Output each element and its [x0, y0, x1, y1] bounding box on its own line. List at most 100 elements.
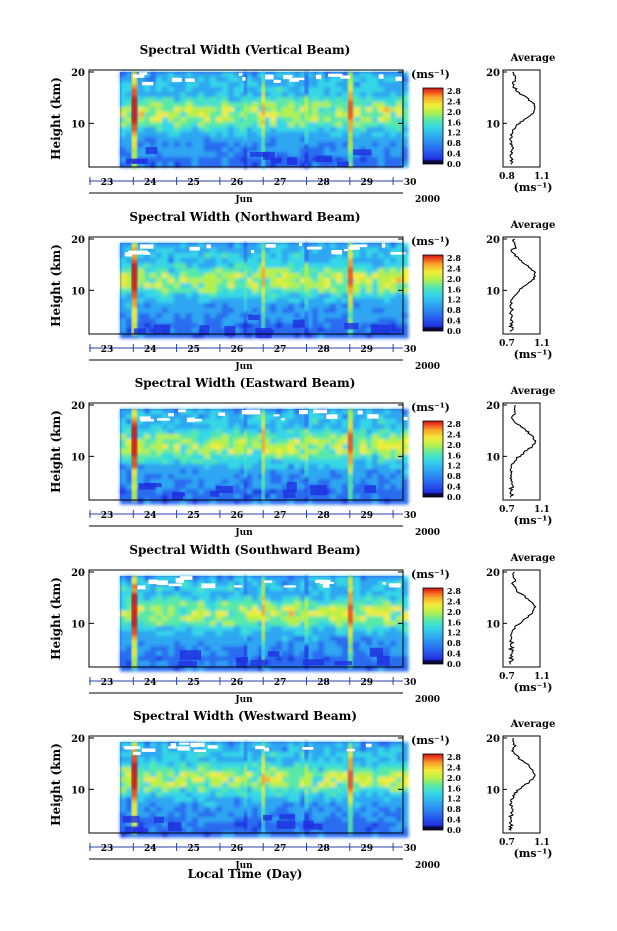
heatmap-cell: [366, 288, 373, 294]
heatmap-cell: [288, 152, 295, 158]
heatmap-cell: [162, 631, 169, 637]
heatmap-cell: [378, 278, 385, 284]
heatmap-cell: [156, 752, 163, 758]
heatmap-cell: [366, 248, 373, 254]
heatmap-cell: [216, 333, 223, 339]
streak-cell: [131, 283, 138, 288]
heatmap-cell: [306, 288, 313, 294]
heatmap-cell: [342, 268, 349, 274]
heatmap-cell: [126, 479, 133, 485]
heatmap-cell: [282, 782, 289, 788]
heatmap-cell: [222, 112, 229, 118]
heatmap-cell: [198, 117, 205, 123]
heatmap-cell: [204, 142, 211, 148]
event-streak: [304, 243, 309, 336]
heatmap-cell: [282, 777, 289, 783]
heatmap-cell: [204, 646, 211, 652]
heatmap-cell: [258, 832, 265, 838]
heatmap-cell: [162, 258, 169, 264]
heatmap-cell: [306, 263, 313, 269]
heatmap-cell: [372, 263, 379, 269]
heatmap-cell: [396, 419, 403, 425]
heatmap-cell: [276, 308, 283, 314]
heatmap-cell: [162, 434, 169, 440]
heatmap-cell: [162, 757, 169, 763]
heatmap-cell: [342, 298, 349, 304]
heatmap-cell: [396, 97, 403, 103]
heatmap-cell: [312, 494, 319, 500]
heatmap-cell: [216, 621, 223, 627]
heatmap-cell: [360, 646, 367, 652]
heatmap-cell: [180, 117, 187, 123]
heatmap-cell: [342, 621, 349, 627]
streak-cell: [347, 104, 353, 109]
heatmap-cell: [186, 782, 193, 788]
heatmap-cell: [216, 414, 223, 420]
streak-cell: [304, 299, 309, 304]
heatmap-cell: [354, 87, 361, 93]
heatmap-cell: [126, 464, 133, 470]
heatmap-cell: [138, 742, 145, 748]
heatmap-cell: [330, 333, 337, 339]
heatmap-cell: [372, 596, 379, 602]
streak-cell: [131, 88, 138, 93]
heatmap-cell: [330, 82, 337, 88]
heatmap-cell: [216, 616, 223, 622]
streak-cell: [261, 319, 266, 324]
heatmap-cell: [246, 323, 253, 329]
heatmap-cell: [180, 162, 187, 168]
streak-cell: [347, 299, 353, 304]
heatmap-cell: [138, 112, 145, 118]
heatmap-cell: [120, 812, 127, 818]
streak-cell: [261, 267, 266, 272]
heatmap-cell: [246, 474, 253, 480]
heatmap-cell: [276, 817, 283, 823]
average-title: Average: [510, 553, 556, 564]
heatmap-cell: [180, 333, 187, 339]
heatmap-cell: [360, 439, 367, 445]
heatmap-cell: [324, 631, 331, 637]
heatmap-cell: [162, 429, 169, 435]
heatmap-cell: [312, 293, 319, 299]
heatmap-cell: [252, 772, 259, 778]
heatmap-cell: [210, 591, 217, 597]
heatmap-cell: [270, 479, 277, 485]
heatmap-cell: [252, 72, 259, 78]
heatmap-cell: [330, 147, 337, 153]
heatmap-cell: [162, 489, 169, 495]
heatmap-cell: [216, 132, 223, 138]
heatmap-cell: [198, 499, 205, 505]
streak-cell: [261, 656, 266, 661]
heatmap-cell: [180, 263, 187, 269]
heatmap-cell: [216, 666, 223, 672]
heatmap-cell: [282, 787, 289, 793]
heatmap-cell: [366, 434, 373, 440]
heatmap-cell: [294, 601, 301, 607]
streak-cell: [304, 303, 309, 308]
streak-cell: [304, 259, 309, 264]
heatmap-cell: [180, 636, 187, 642]
heatmap-cell: [342, 273, 349, 279]
heatmap-cell: [324, 92, 331, 98]
heatmap-cell: [270, 303, 277, 309]
heatmap-cell: [270, 576, 277, 582]
heatmap-cell: [336, 656, 343, 662]
average-title: Average: [510, 386, 556, 397]
heatmap-cell: [192, 479, 199, 485]
heatmap-cell: [216, 797, 223, 803]
heatmap-cell: [186, 606, 193, 612]
heatmap-cell: [384, 616, 391, 622]
heatmap-cell: [204, 787, 211, 793]
heatmap: [120, 243, 409, 339]
heatmap-cell: [174, 787, 181, 793]
heatmap-cell: [366, 117, 373, 123]
heatmap-cell: [222, 424, 229, 430]
heatmap-cell: [210, 424, 217, 430]
colorbar-tick-label: 1.6: [447, 117, 461, 127]
heatmap-cell: [270, 409, 277, 415]
heatmap-cell: [138, 454, 145, 460]
heatmap-cell: [252, 494, 259, 500]
streak-cell: [347, 449, 353, 454]
streak-cell: [131, 624, 138, 629]
heatmap-cell: [228, 827, 235, 833]
